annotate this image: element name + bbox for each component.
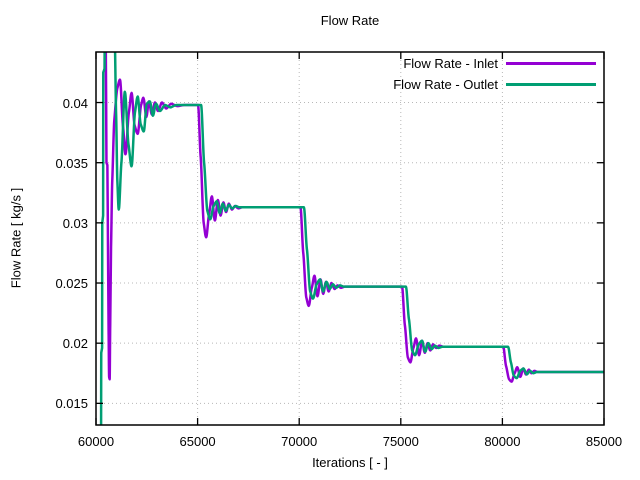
legend-line-sample [506,62,596,65]
legend: Flow Rate - Inlet Flow Rate - Outlet [393,53,596,95]
chart-title: Flow Rate [320,13,380,28]
x-tick-label: 65000 [179,434,216,449]
x-axis-label: Iterations [ - ] [312,455,388,470]
y-tick-label: 0.03 [62,215,88,231]
plot-border [95,51,605,426]
y-tick-label: 0.015 [55,396,88,412]
x-tick-label: 70000 [281,434,318,449]
series-path-flow-rate-inlet [104,52,604,383]
x-tick-label: 85000 [585,434,623,449]
y-tick-label: 0.04 [62,95,88,111]
legend-label: Flow Rate - Inlet [403,56,498,71]
series-path-flow-rate-outlet [99,52,604,425]
y-tick-label: 0.025 [55,276,88,292]
x-tick-label: 60000 [77,434,115,449]
x-tick-label: 75000 [382,434,419,449]
y-tick-label: 0.035 [55,155,88,171]
series-layer [99,52,604,425]
y-tick-label: 0.02 [62,336,88,352]
legend-line-sample [506,83,596,86]
x-tick-label: 80000 [484,434,521,449]
y-axis-label: Flow Rate [ kg/s ] [8,187,24,289]
legend-label: Flow Rate - Outlet [393,77,498,92]
legend-item: Flow Rate - Outlet [393,74,596,95]
legend-item: Flow Rate - Inlet [393,53,596,74]
grid-layer [95,52,605,425]
